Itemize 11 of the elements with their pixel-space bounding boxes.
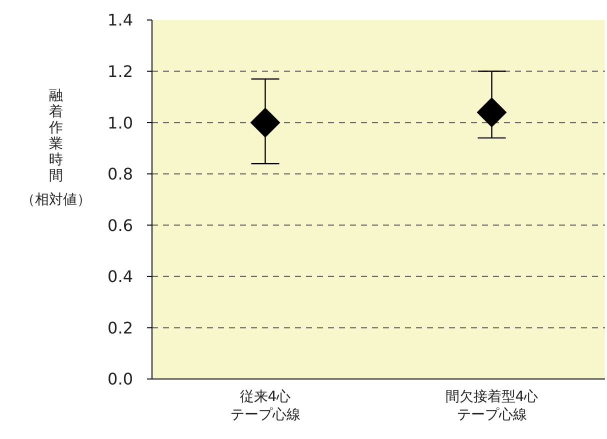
x-tick-label: 間欠接着型4心テープ心線 [445, 389, 538, 423]
y-tick-label: 0.8 [108, 164, 133, 184]
y-axis-title: 融着作業時間（相対値） [20, 88, 92, 208]
x-tick-label: 従来4心テープ心線 [230, 389, 300, 423]
y-tick-label: 1.2 [108, 62, 133, 81]
y-tick-label: 0.4 [108, 267, 133, 286]
y-tick-label: 0.2 [108, 318, 133, 338]
y-tick-label: 0.0 [108, 370, 133, 389]
y-tick-label: 0.6 [108, 216, 133, 235]
y-tick-label: 1.0 [108, 113, 133, 132]
y-tick-label: 1.4 [108, 10, 133, 30]
